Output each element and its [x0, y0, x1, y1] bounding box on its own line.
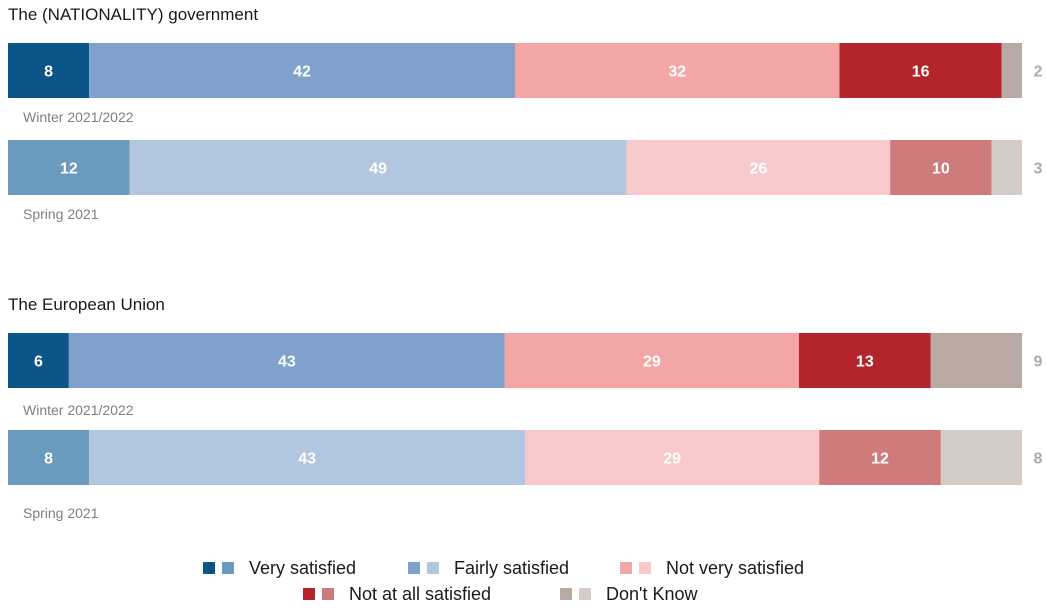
bar-segment	[89, 43, 516, 98]
bar-segment	[626, 140, 891, 195]
bar-segment	[1001, 43, 1022, 98]
legend-swatch-previous	[222, 562, 234, 574]
legend-swatch-current	[408, 562, 420, 574]
bar-segment	[515, 43, 840, 98]
segment-value-label: 12	[871, 451, 889, 468]
bar-segment	[68, 333, 505, 388]
segment-value-label: 43	[298, 451, 316, 468]
legend-label: Don't Know	[606, 584, 698, 604]
legend-swatch-current	[203, 562, 215, 574]
panel-title: The (NATIONALITY) government	[8, 5, 258, 24]
segment-value-label: 13	[856, 354, 874, 371]
bar-segment	[129, 140, 627, 195]
bar-segment	[839, 43, 1002, 98]
legend-swatch-previous	[322, 588, 334, 600]
bar-segment	[8, 43, 90, 98]
period-label: Spring 2021	[23, 505, 99, 521]
segment-value-label: 10	[932, 161, 950, 178]
legend-swatch-current	[560, 588, 572, 600]
bar-segment	[798, 333, 931, 388]
panel-title: The European Union	[8, 295, 165, 314]
segment-value-label: 32	[668, 64, 686, 81]
segment-value-label: 29	[643, 354, 661, 371]
dont-know-value-label: 9	[1034, 354, 1043, 371]
period-label: Winter 2021/2022	[23, 109, 134, 125]
legend-swatch-current	[620, 562, 632, 574]
legend-label: Very satisfied	[249, 558, 356, 578]
bar-segment	[8, 140, 130, 195]
segment-value-label: 8	[44, 451, 53, 468]
bar-segment	[525, 430, 820, 485]
period-label: Winter 2021/2022	[23, 402, 134, 418]
bar-segment	[890, 140, 992, 195]
segment-value-label: 6	[34, 354, 43, 371]
bar-segment	[940, 430, 1022, 485]
segment-value-label: 49	[369, 161, 387, 178]
bar-segment	[89, 430, 526, 485]
segment-value-label: 16	[912, 64, 930, 81]
legend-label: Not at all satisfied	[349, 584, 491, 604]
bar-segment	[504, 333, 799, 388]
bar-segment	[819, 430, 941, 485]
segment-value-label: 8	[44, 64, 53, 81]
bar-segment	[8, 333, 69, 388]
bar-segment	[8, 430, 90, 485]
legend-label: Fairly satisfied	[454, 558, 569, 578]
legend-label: Not very satisfied	[666, 558, 804, 578]
legend-swatch-current	[303, 588, 315, 600]
segment-value-label: 29	[663, 451, 681, 468]
bar-segment	[991, 140, 1022, 195]
segment-value-label: 43	[278, 354, 296, 371]
dont-know-value-label: 3	[1034, 161, 1043, 178]
legend-swatch-previous	[639, 562, 651, 574]
dont-know-value-label: 8	[1034, 451, 1043, 468]
segment-value-label: 42	[293, 64, 311, 81]
segment-value-label: 26	[749, 161, 767, 178]
segment-value-label: 12	[60, 161, 78, 178]
bar-segment	[930, 333, 1022, 388]
dont-know-value-label: 2	[1034, 64, 1043, 81]
legend-swatch-previous	[579, 588, 591, 600]
legend-swatch-previous	[427, 562, 439, 574]
period-label: Spring 2021	[23, 206, 99, 222]
